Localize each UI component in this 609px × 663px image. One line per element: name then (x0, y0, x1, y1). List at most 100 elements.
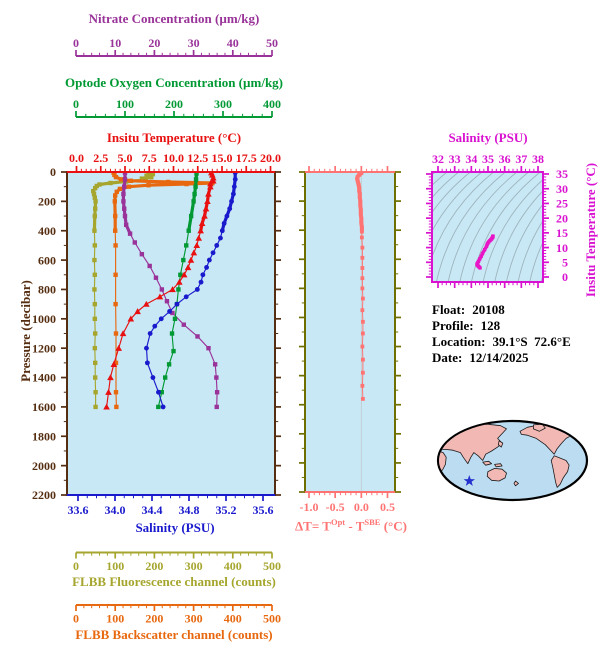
svg-text:0: 0 (50, 165, 56, 179)
series-backscatter (111, 172, 215, 410)
svg-text:2.5: 2.5 (93, 151, 108, 165)
salinity-axis-title: Salinity (PSU) (135, 520, 215, 535)
location-row: Location: 39.1°S 72.6°E (432, 334, 571, 350)
svg-text:100: 100 (106, 559, 124, 573)
profile-row: Profile: 128 (432, 318, 571, 334)
delta-t-sup-sbe: SBE (364, 517, 381, 527)
world-map (436, 419, 589, 502)
delta-t-label-part: ΔT= T (295, 518, 331, 534)
svg-text:40: 40 (227, 36, 239, 50)
svg-text:7.5: 7.5 (142, 151, 157, 165)
svg-text:50: 50 (266, 36, 278, 50)
svg-text:30: 30 (556, 182, 568, 196)
svg-text:34.0: 34.0 (105, 503, 126, 517)
svg-text:-1.0: -1.0 (300, 500, 319, 514)
svg-text:1200: 1200 (32, 341, 56, 355)
svg-text:1000: 1000 (32, 312, 56, 326)
svg-text:-0.5: -0.5 (326, 500, 345, 514)
svg-text:200: 200 (145, 559, 163, 573)
fluorescence-axis-title: FLBB Fluorescence channel (counts) (72, 574, 276, 589)
svg-text:1800: 1800 (32, 429, 56, 443)
nitrate-axis-title: Nitrate Concentration (µm/kg) (88, 11, 260, 26)
svg-text:1400: 1400 (32, 371, 56, 385)
series-nitrate (121, 172, 220, 410)
svg-text:10: 10 (109, 36, 121, 50)
svg-text:20: 20 (556, 211, 568, 225)
series-salinity (144, 172, 238, 410)
series-oxygen (156, 172, 199, 410)
svg-text:0: 0 (562, 270, 568, 284)
date-label: Date: (432, 350, 463, 365)
profile-value: 128 (480, 318, 501, 333)
backscatter-axis-title: FLBB Backscatter channel (counts) (75, 627, 273, 642)
svg-text:34.8: 34.8 (179, 503, 200, 517)
svg-text:300: 300 (185, 612, 203, 626)
svg-text:0: 0 (73, 36, 79, 50)
svg-text:0: 0 (73, 97, 79, 111)
location-value: 39.1°S 72.6°E (492, 334, 571, 349)
svg-text:30: 30 (188, 36, 200, 50)
fluorescence-axis: 0 100 200 300 400 500 (73, 551, 281, 573)
backscatter-axis: 0 100 200 300 400 500 (73, 604, 281, 626)
svg-text:200: 200 (145, 612, 163, 626)
svg-text:400: 400 (38, 224, 56, 238)
series-delta-t (355, 171, 365, 401)
svg-text:20: 20 (148, 36, 160, 50)
svg-text:15.0: 15.0 (212, 151, 233, 165)
svg-text:0: 0 (73, 612, 79, 626)
svg-text:10: 10 (556, 241, 568, 255)
svg-text:2200: 2200 (32, 488, 56, 502)
pressure-axis-title: Pressure (decibar) (18, 280, 33, 382)
oxygen-axis: 0 100 200 300 400 (73, 97, 281, 118)
svg-text:33.6: 33.6 (68, 503, 89, 517)
svg-text:20.0: 20.0 (260, 151, 281, 165)
svg-text:0: 0 (73, 559, 79, 573)
float-id-row: Float: 20108 (432, 302, 571, 318)
svg-text:100: 100 (106, 612, 124, 626)
svg-text:12.5: 12.5 (187, 151, 208, 165)
svg-text:0.0: 0.0 (354, 500, 369, 514)
float-id-label: Float: (432, 302, 466, 317)
location-label: Location: (432, 334, 486, 349)
svg-text:0.5: 0.5 (380, 500, 395, 514)
svg-text:400: 400 (224, 559, 242, 573)
temperature-axis-title: Insitu Temperature (°C) (106, 130, 242, 145)
svg-text:32: 32 (432, 152, 444, 166)
svg-text:35.6: 35.6 (253, 503, 274, 517)
svg-text:37: 37 (515, 152, 527, 166)
svg-text:400: 400 (263, 97, 281, 111)
date-value: 12/14/2025 (469, 350, 529, 365)
svg-text:100: 100 (116, 97, 134, 111)
delta-t-axis-title: ΔT= TOpt - TSBE (°C) (295, 517, 407, 534)
svg-text:1600: 1600 (32, 400, 56, 414)
main-profile-plot: 0 200 400 600 800 1000 1200 1400 1600 1800 2000 220… (32, 151, 281, 517)
svg-text:33: 33 (449, 152, 461, 166)
delta-t-label-part: - T (345, 518, 365, 534)
ts-temperature-axis-title: Insitu Temperature (°C) (583, 162, 598, 298)
ts-salinity-axis-title: Salinity (PSU) (448, 130, 528, 145)
profile-curves (91, 172, 238, 410)
svg-text:500: 500 (263, 559, 281, 573)
profile-label: Profile: (432, 318, 474, 333)
delta-t-panel: -1.0 -0.5 0.0 0.5 (299, 166, 401, 514)
svg-text:2000: 2000 (32, 459, 56, 473)
svg-text:200: 200 (165, 97, 183, 111)
svg-text:15: 15 (556, 226, 568, 240)
svg-text:38: 38 (532, 152, 544, 166)
svg-text:0.0: 0.0 (69, 151, 84, 165)
svg-text:600: 600 (38, 253, 56, 267)
float-id-value: 20108 (472, 302, 505, 317)
svg-text:35: 35 (482, 152, 494, 166)
svg-text:10.0: 10.0 (163, 151, 184, 165)
svg-text:300: 300 (214, 97, 232, 111)
svg-text:35.2: 35.2 (216, 503, 237, 517)
date-row: Date: 12/14/2025 (432, 350, 571, 366)
oxygen-axis-title: Optode Oxygen Concentration (µm/kg) (64, 75, 284, 90)
delta-t-sup-opt: Opt (330, 517, 346, 527)
svg-text:5: 5 (562, 255, 568, 269)
svg-text:34: 34 (465, 152, 477, 166)
svg-text:5.0: 5.0 (118, 151, 133, 165)
svg-text:400: 400 (224, 612, 242, 626)
